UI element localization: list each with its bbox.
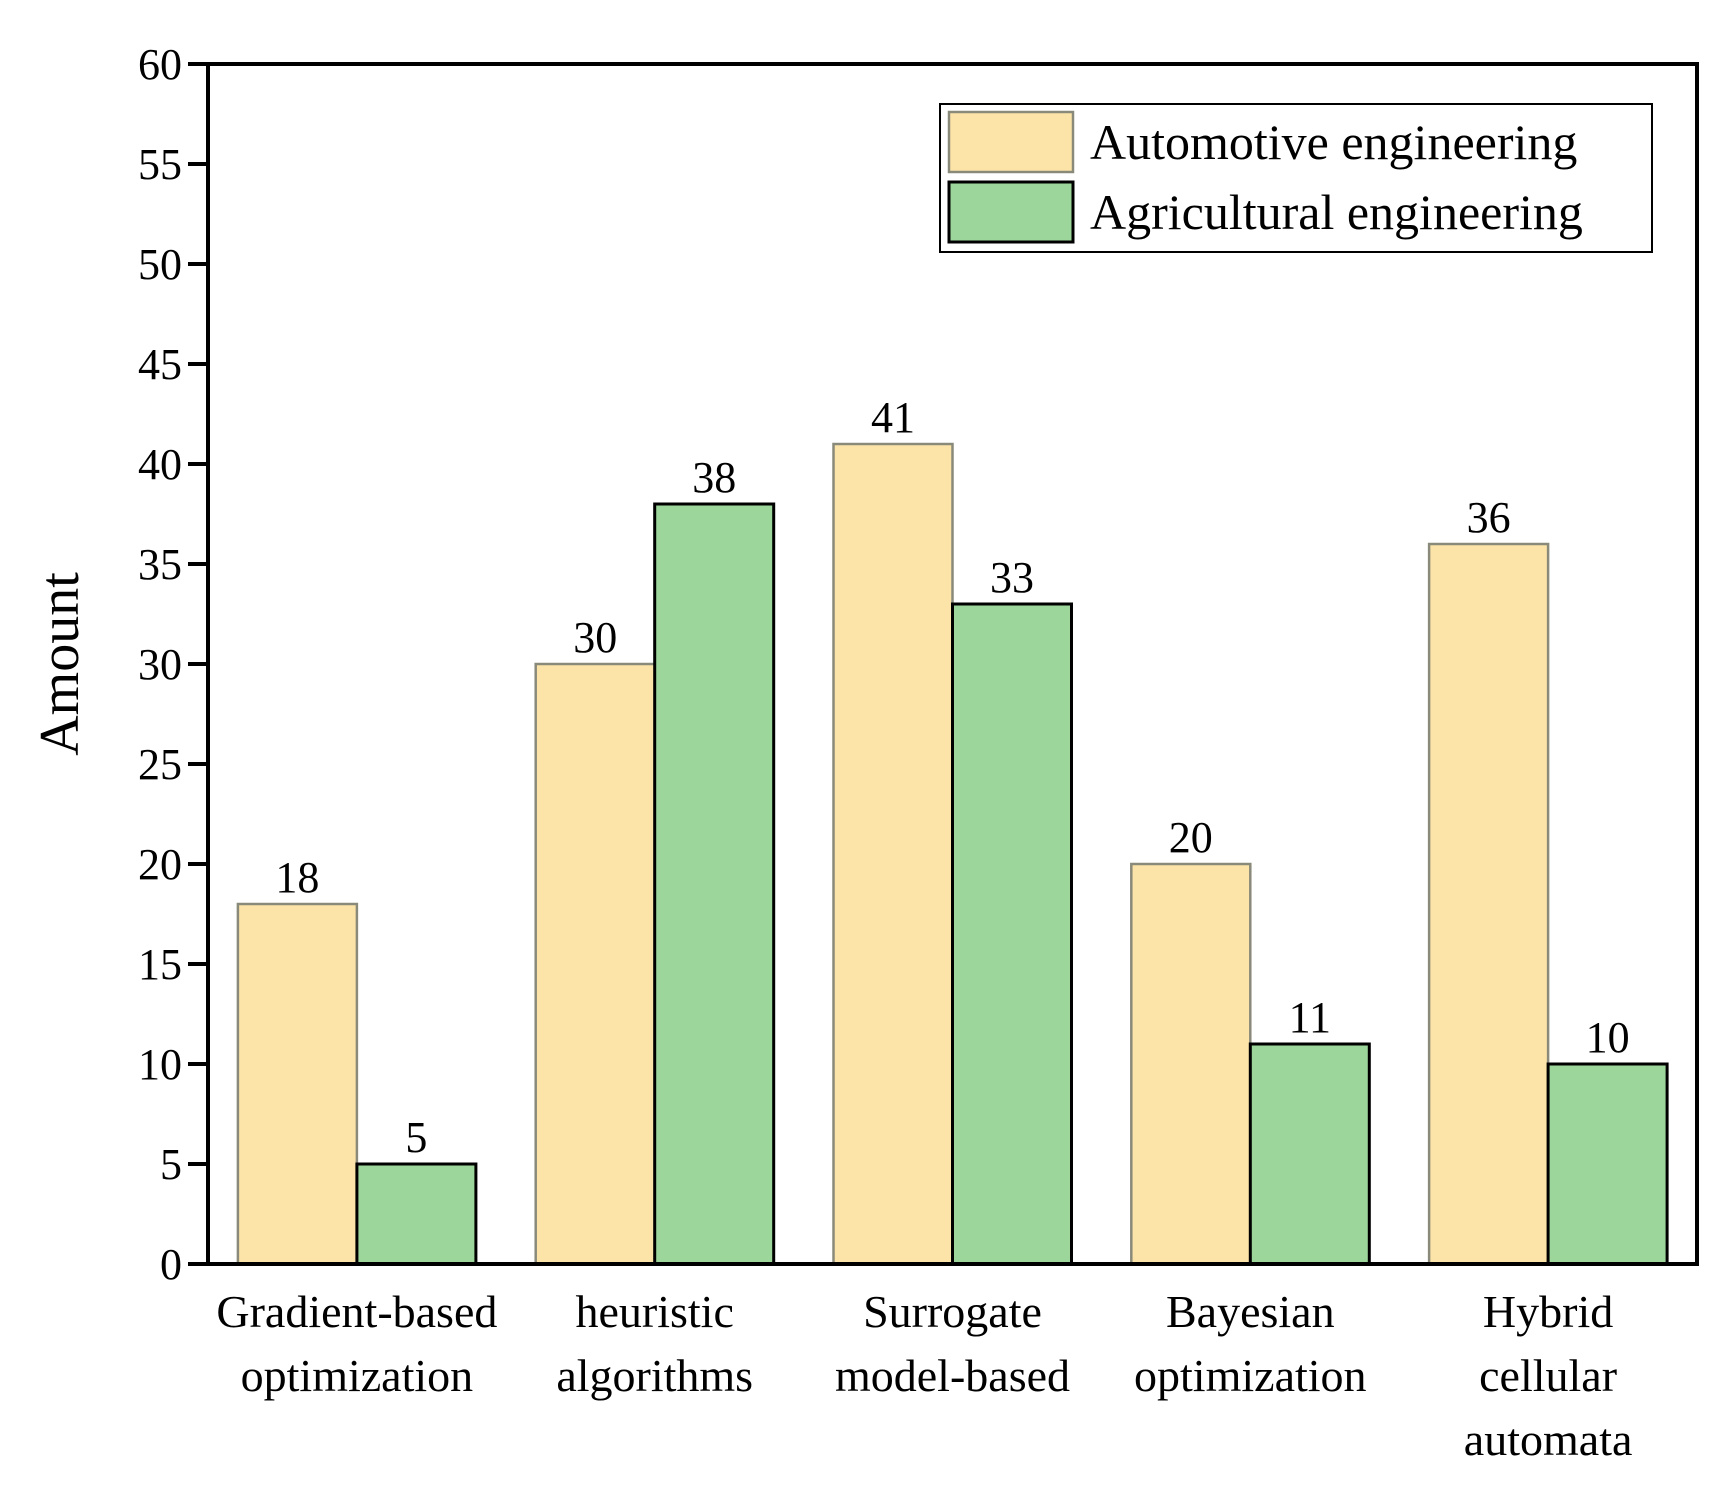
y-tick-label: 5 — [160, 1140, 182, 1189]
y-tick-label: 0 — [160, 1240, 182, 1289]
bar-value-label: 41 — [871, 393, 915, 442]
bar-automotive — [832, 442, 954, 1266]
bar-automotive — [1427, 542, 1550, 1266]
bar-value-label: 11 — [1289, 993, 1331, 1042]
y-tick-label: 10 — [138, 1040, 182, 1089]
x-category-label: model-based — [835, 1350, 1070, 1401]
bar-agricultural — [653, 502, 776, 1266]
legend-label: Agricultural engineering — [1090, 184, 1583, 240]
y-tick-label: 55 — [138, 140, 182, 189]
y-tick-label: 15 — [138, 940, 182, 989]
legend-swatch — [947, 110, 1075, 174]
bars-layer — [236, 442, 1669, 1266]
y-tick-label: 25 — [138, 740, 182, 789]
bar-agricultural — [1546, 1062, 1669, 1266]
value-labels-layer: 18 5 30 38 41 33 20 11 36 10 — [275, 393, 1629, 1162]
legend-swatch — [947, 180, 1075, 244]
bar-automotive — [534, 662, 656, 1266]
bar-value-label: 18 — [275, 853, 319, 902]
x-category-label: Gradient-based — [216, 1286, 497, 1337]
bar-value-label: 30 — [573, 613, 617, 662]
bar-value-label: 33 — [990, 553, 1034, 602]
x-category-label: Surrogate — [863, 1286, 1042, 1337]
x-axis-ticks: Gradient-based optimization heuristic algor… — [216, 1286, 1633, 1465]
bar-value-label: 36 — [1467, 493, 1511, 542]
x-category-label: Hybrid — [1483, 1286, 1613, 1337]
bar-agricultural — [1248, 1042, 1371, 1266]
legend: Automotive engineering Agricultural engin… — [939, 103, 1653, 253]
x-category-label: algorithms — [556, 1350, 753, 1401]
y-axis-ticks: 0 5 10 15 20 25 30 35 40 45 50 55 60 — [138, 40, 208, 1289]
x-category-label: Bayesian — [1166, 1286, 1335, 1337]
y-tick-label: 20 — [138, 840, 182, 889]
x-category-label: cellular — [1479, 1350, 1617, 1401]
bar-agricultural — [951, 602, 1073, 1266]
bar-agricultural — [355, 1162, 478, 1266]
x-category-label: optimization — [241, 1350, 474, 1401]
y-tick-label: 40 — [138, 440, 182, 489]
legend-label: Automotive engineering — [1090, 114, 1577, 170]
bar-value-label: 20 — [1169, 813, 1213, 862]
y-axis-title: Amount — [29, 572, 91, 756]
bar-automotive — [1130, 862, 1252, 1266]
y-tick-label: 30 — [138, 640, 182, 689]
x-category-label: heuristic — [575, 1286, 733, 1337]
y-tick-label: 60 — [138, 40, 182, 89]
y-tick-label: 50 — [138, 240, 182, 289]
y-tick-label: 45 — [138, 340, 182, 389]
bar-value-label: 38 — [692, 453, 736, 502]
x-category-label: automata — [1464, 1414, 1633, 1465]
bar-value-label: 5 — [405, 1113, 427, 1162]
x-category-label: optimization — [1134, 1350, 1367, 1401]
y-tick-label: 35 — [138, 540, 182, 589]
bar-value-label: 10 — [1586, 1013, 1630, 1062]
bar-automotive — [236, 902, 359, 1266]
